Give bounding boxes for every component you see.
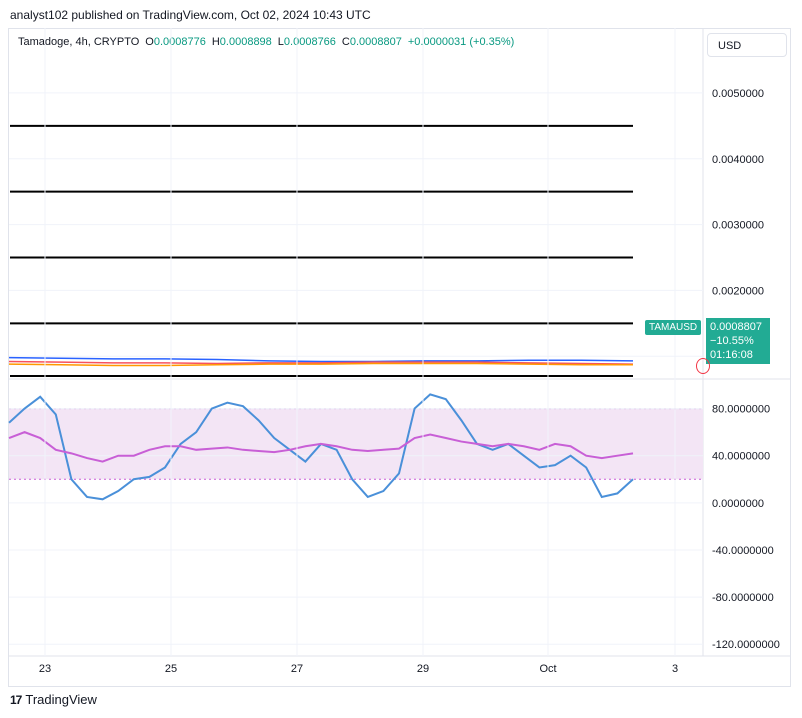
stochastic-axis-tick: 80.0000000 — [712, 404, 770, 416]
time-axis-tick: 3 — [672, 663, 678, 675]
price-tag: 0.0008807 −10.55% 01:16:08 — [706, 318, 770, 364]
price-axis-tick: 0.0040000 — [712, 154, 764, 166]
tradingview-logo[interactable]: 17 TradingView — [10, 692, 97, 707]
publish-header: analyst102 published on TradingView.com,… — [10, 8, 371, 22]
price-axis-tick: 0.0030000 — [712, 220, 764, 232]
stochastic-axis-tick: -40.0000000 — [712, 545, 774, 557]
close-value: C0.0008807 — [341, 36, 402, 48]
price-change-pct: −10.55% — [710, 335, 754, 347]
ticker-tag: TAMAUSD — [645, 320, 702, 335]
high-value: H0.0008898 — [211, 36, 272, 48]
open-value: O0.0008776 — [145, 36, 206, 48]
tradingview-logo-icon: 17 — [10, 692, 22, 707]
tradingview-logo-text: TradingView — [25, 692, 97, 707]
time-axis-tick: 29 — [417, 663, 429, 675]
last-price: 0.0008807 — [710, 321, 762, 333]
flag-icon[interactable] — [696, 358, 710, 374]
change-value: +0.0000031 (+0.35%) — [407, 36, 515, 48]
chart-frame — [8, 28, 791, 687]
stochastic-band-fill — [9, 408, 703, 480]
bar-countdown: 01:16:08 — [710, 349, 753, 361]
time-axis-tick: Oct — [539, 663, 556, 675]
time-axis-tick: 23 — [39, 663, 51, 675]
price-axis-tick: 0.0020000 — [712, 285, 764, 297]
price-series-line — [8, 362, 633, 367]
stochastic-axis-tick: -120.0000000 — [712, 639, 780, 651]
stochastic-series-line — [8, 431, 634, 463]
time-axis-tick: 25 — [165, 663, 177, 675]
stochastic-axis-tick: -80.0000000 — [712, 592, 774, 604]
time-axis-tick: 27 — [291, 663, 303, 675]
stochastic-axis-tick: 40.0000000 — [712, 451, 770, 463]
symbol-name[interactable]: Tamadoge, 4h, CRYPTO — [18, 36, 140, 48]
currency-selector[interactable]: USD — [707, 33, 787, 57]
stochastic-axis-tick: 0.0000000 — [712, 498, 764, 510]
price-series-line — [8, 356, 634, 363]
price-axis-tick: 0.0050000 — [712, 88, 764, 100]
price-series-line — [8, 360, 634, 365]
